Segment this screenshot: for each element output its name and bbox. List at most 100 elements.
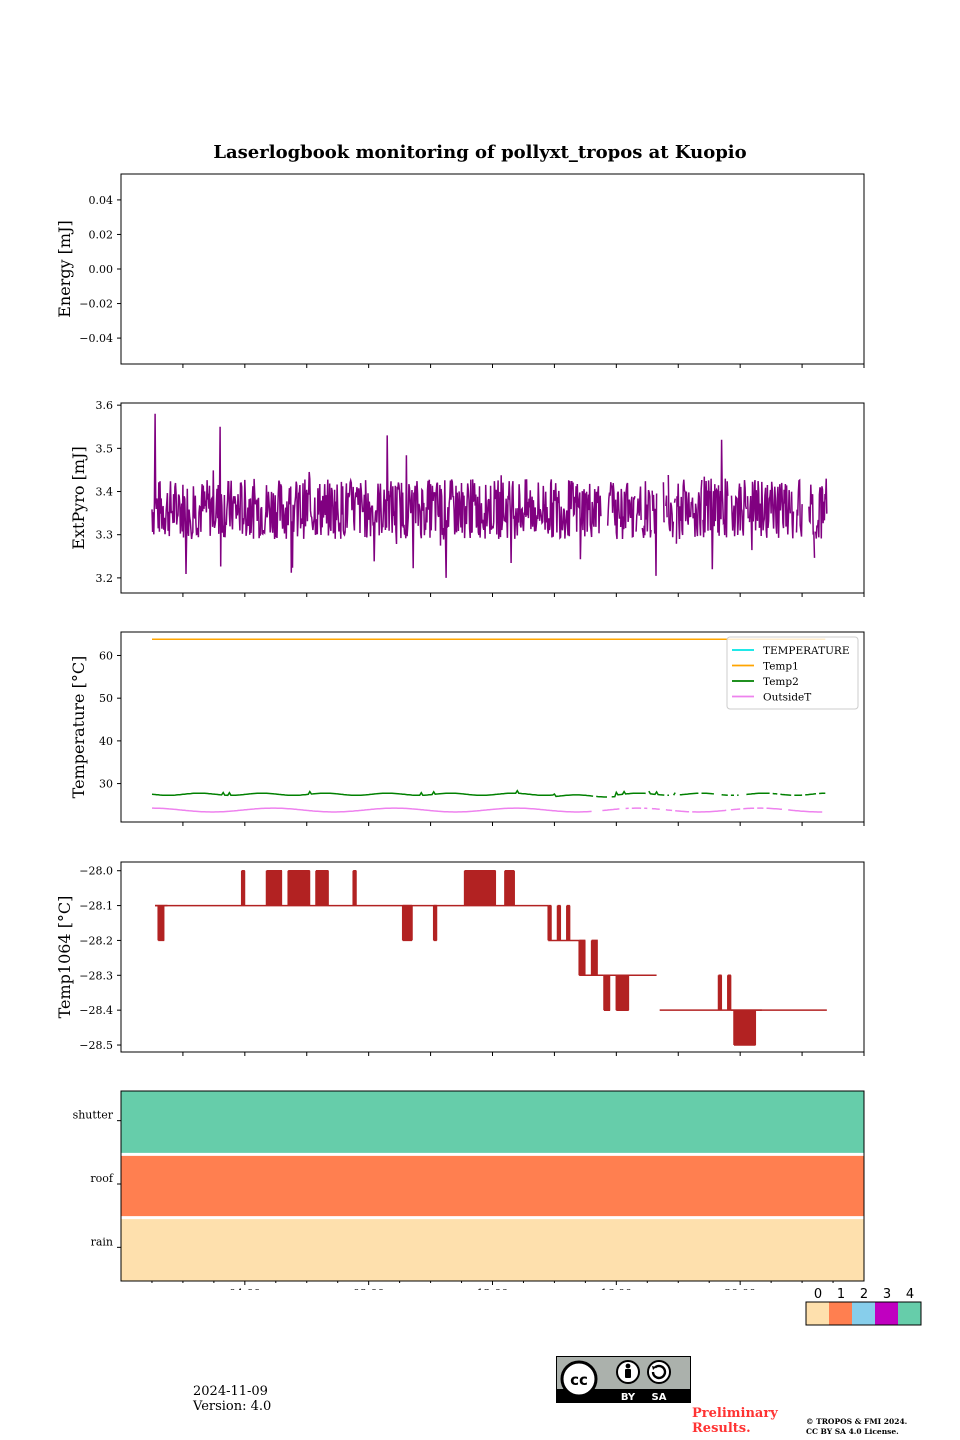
plot-area xyxy=(151,413,828,578)
ytick-label: −28.2 xyxy=(79,934,113,947)
temp1064-flicker xyxy=(547,904,552,941)
preliminary-results-note: Preliminary Results. xyxy=(692,1406,778,1436)
ytick-label: 0.00 xyxy=(89,263,114,276)
footer-version: Version: 4.0 xyxy=(193,1399,272,1414)
ytick-label: 3.3 xyxy=(96,529,114,542)
colorbar-label: 1 xyxy=(837,1287,845,1302)
cc-text: cc xyxy=(570,1371,588,1389)
temp1064-flicker xyxy=(556,904,562,941)
xtick-label: 12:00 xyxy=(477,1287,509,1290)
temp1064-flicker xyxy=(504,869,515,906)
temp1064-flicker xyxy=(603,975,611,1011)
ytick-label: 3.5 xyxy=(96,442,114,455)
plot-area xyxy=(151,638,826,812)
status-row-shutter xyxy=(121,1091,864,1155)
legend-label: Temp1 xyxy=(763,661,799,673)
colorbar-label: 3 xyxy=(883,1287,891,1302)
temp1064-flicker xyxy=(733,1010,757,1046)
status-row-roof xyxy=(121,1154,864,1218)
colorbar-swatch-3 xyxy=(875,1302,898,1325)
colorbar-swatch-2 xyxy=(852,1302,875,1325)
ytick-label: 40 xyxy=(99,735,113,748)
colorbar-swatch-0 xyxy=(806,1302,829,1325)
ytick-label: 3.6 xyxy=(96,399,114,412)
temp1064-flicker xyxy=(352,869,357,906)
temp1064-flicker xyxy=(432,905,438,942)
panel-5: shutter roof rain 04:00 08:00 12:00 16:00 20:00… xyxy=(73,1090,865,1290)
xtick-label: 08:00 xyxy=(353,1287,385,1290)
ytick-label: −0.02 xyxy=(79,298,113,311)
temp1064-flicker xyxy=(590,939,598,976)
ylabel: ExtPyro [mJ] xyxy=(69,446,88,549)
axes-frame xyxy=(120,173,865,365)
legend: TEMPERATURE Temp1 Temp2 OutsideT xyxy=(726,636,859,710)
colorbar-frame xyxy=(805,1301,922,1326)
colorbar-label: 2 xyxy=(860,1287,868,1302)
xtick-label: 16:00 xyxy=(600,1287,632,1290)
panel-2: 3.6 3.5 3.4 3.3 3.2 ExtPyro [mJ] xyxy=(69,399,865,597)
ytick-label: −28.0 xyxy=(79,865,113,878)
axes-frame xyxy=(120,631,865,823)
temp1064-flicker xyxy=(717,974,723,1011)
panel-4: −28.0 −28.1 −28.2 −28.3 −28.4 −28.5 Temp1064 [… xyxy=(55,861,865,1056)
plot-area xyxy=(155,869,827,1046)
ylabel: Temp1064 [°C] xyxy=(55,896,74,1019)
row-label-shutter: shutter xyxy=(73,1109,114,1122)
legend-label: OutsideT xyxy=(763,692,811,704)
footer-date: 2024-11-09 xyxy=(193,1384,268,1399)
colorbar-swatch-4 xyxy=(898,1302,921,1325)
temp1064-flicker xyxy=(157,905,165,942)
ytick-label: 30 xyxy=(99,778,113,791)
cc-icon xyxy=(560,1360,598,1398)
xtick-label: 04:00 xyxy=(229,1287,261,1290)
row-label-rain: rain xyxy=(91,1235,113,1248)
ytick-label: 50 xyxy=(99,692,113,705)
figure: Laserlogbook monitoring of pollyxt_tropo… xyxy=(55,142,865,1290)
temp1064-flicker xyxy=(265,869,283,906)
temp1064-flicker xyxy=(727,974,732,1011)
ytick-label: 3.2 xyxy=(96,572,114,585)
axes-frame xyxy=(120,861,865,1053)
temp1064-flicker xyxy=(401,905,413,942)
temp1064-flicker xyxy=(287,869,311,906)
colorbar-label: 4 xyxy=(906,1287,914,1302)
sa-share-alike-icon xyxy=(647,1360,671,1384)
copyright-line-2: CC BY SA 4.0 License. xyxy=(806,1427,899,1436)
chart-title: Laserlogbook monitoring of pollyxt_tropo… xyxy=(213,142,746,163)
series-line-temp2 xyxy=(151,789,826,798)
panel-1: 0.04 0.02 0.00 −0.02 −0.04 Energy [mJ] xyxy=(55,173,865,368)
ylabel: Temperature [°C] xyxy=(69,656,88,799)
by-text: BY xyxy=(621,1392,636,1403)
ytick-label: 0.04 xyxy=(89,194,114,207)
status-row-rain xyxy=(121,1217,864,1281)
row-label-roof: roof xyxy=(90,1172,114,1185)
ytick-label: −28.3 xyxy=(79,969,113,982)
temp1064-flicker xyxy=(615,975,630,1011)
temp1064-flicker xyxy=(240,869,246,906)
temp1064-flicker xyxy=(566,904,571,941)
axes-frame xyxy=(120,402,865,594)
cc-license-badge: cc BY SA xyxy=(556,1356,691,1403)
colorbar-swatch-1 xyxy=(829,1302,852,1325)
axes-background xyxy=(121,174,864,364)
temp1064-flicker xyxy=(463,869,497,906)
legend-box xyxy=(726,636,859,710)
legend-label: Temp2 xyxy=(763,676,799,688)
ytick-label: 60 xyxy=(99,649,113,662)
ytick-label: 0.02 xyxy=(89,228,114,241)
panel-3: 60 50 40 30 Temperature [°C] TEMPERATURE Temp1… xyxy=(69,631,865,826)
xtick-label: 20:00 xyxy=(724,1287,756,1290)
temp1064-flicker xyxy=(315,869,329,906)
ytick-label: −28.5 xyxy=(79,1039,113,1052)
ytick-label: −0.04 xyxy=(79,332,113,345)
temp1064-flicker xyxy=(578,939,586,976)
legend-label: TEMPERATURE xyxy=(763,645,850,657)
sa-text: SA xyxy=(652,1392,667,1403)
extpyro-line xyxy=(151,413,828,578)
colorbar-label: 0 xyxy=(814,1287,822,1302)
ytick-label: −28.1 xyxy=(79,900,113,913)
ylabel: Energy [mJ] xyxy=(55,220,74,318)
copyright-line-1: © TROPOS & FMI 2024. xyxy=(806,1417,908,1426)
ytick-label: 3.4 xyxy=(96,486,114,499)
